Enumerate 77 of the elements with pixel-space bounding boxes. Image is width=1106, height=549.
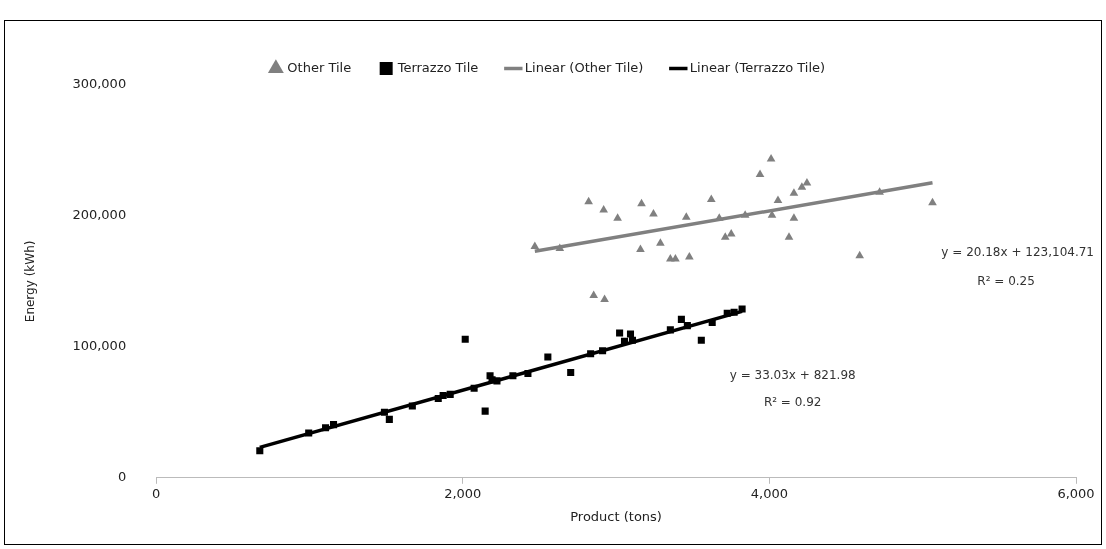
point xyxy=(797,182,807,190)
point xyxy=(855,250,865,259)
legend-label: Linear (Other Tile) xyxy=(524,59,644,75)
point xyxy=(599,205,608,213)
point xyxy=(305,429,313,437)
legend-label: Other Tile xyxy=(287,59,352,75)
point xyxy=(628,336,637,344)
point xyxy=(671,254,680,262)
x-tick-label: 2,000 xyxy=(444,485,482,501)
x-tick-label: 0 xyxy=(152,485,161,501)
annotation: y = 20.18x + 123,104.71 xyxy=(941,244,1094,259)
point xyxy=(584,196,593,205)
point xyxy=(720,232,730,240)
point xyxy=(697,336,705,344)
annotation: R² = 0.92 xyxy=(763,394,822,409)
point xyxy=(408,402,416,410)
point xyxy=(330,421,338,429)
legend-label: Terrazzo Tile xyxy=(396,59,479,75)
annotation: R² = 0.25 xyxy=(977,273,1035,288)
point xyxy=(677,315,685,323)
y-tick-label: 0 xyxy=(117,469,127,485)
point xyxy=(567,368,575,377)
point xyxy=(555,243,565,252)
point xyxy=(708,318,716,327)
point xyxy=(461,335,469,343)
point xyxy=(530,241,540,249)
point xyxy=(493,377,501,385)
point xyxy=(470,384,478,392)
x-tick-label: 6,000 xyxy=(1057,485,1095,501)
point xyxy=(600,294,609,303)
y-tick-label: 100,000 xyxy=(72,338,127,354)
annotation: y = 33.03x + 821.98 xyxy=(729,367,856,382)
x-tick-label: 4,000 xyxy=(750,485,788,501)
x-axis-title: Product (tons) xyxy=(570,508,662,524)
point xyxy=(322,424,330,432)
point xyxy=(789,213,799,221)
point xyxy=(685,251,694,260)
point xyxy=(509,372,517,380)
point xyxy=(587,350,595,358)
point xyxy=(544,353,552,361)
point xyxy=(385,415,393,423)
point xyxy=(649,209,658,217)
y-tick-label: 300,000 xyxy=(72,76,127,92)
point xyxy=(683,322,691,330)
point xyxy=(766,153,776,162)
point xyxy=(589,290,599,298)
point xyxy=(380,408,388,416)
point xyxy=(723,309,731,317)
point xyxy=(738,305,746,313)
point xyxy=(637,198,646,207)
point xyxy=(620,337,629,345)
point xyxy=(439,391,447,399)
legend-label: Linear (Terrazzo Tile) xyxy=(689,59,826,75)
point xyxy=(613,213,622,221)
point xyxy=(599,347,607,355)
point xyxy=(784,232,794,240)
point xyxy=(666,326,674,334)
point xyxy=(875,187,884,195)
point xyxy=(755,169,765,178)
y-axis-title: Energy (kWh) xyxy=(23,240,38,323)
point xyxy=(789,188,799,196)
point xyxy=(446,390,454,398)
point xyxy=(656,238,665,246)
point xyxy=(706,194,716,203)
point xyxy=(481,407,489,415)
point xyxy=(730,308,738,316)
point xyxy=(773,195,783,204)
point xyxy=(681,212,691,220)
point xyxy=(928,197,937,206)
point xyxy=(740,210,750,218)
point xyxy=(802,177,812,186)
point xyxy=(616,329,624,337)
y-tick-label: 200,000 xyxy=(72,207,127,223)
point xyxy=(524,370,532,378)
point xyxy=(636,244,645,253)
point xyxy=(726,229,736,237)
point xyxy=(256,447,264,455)
